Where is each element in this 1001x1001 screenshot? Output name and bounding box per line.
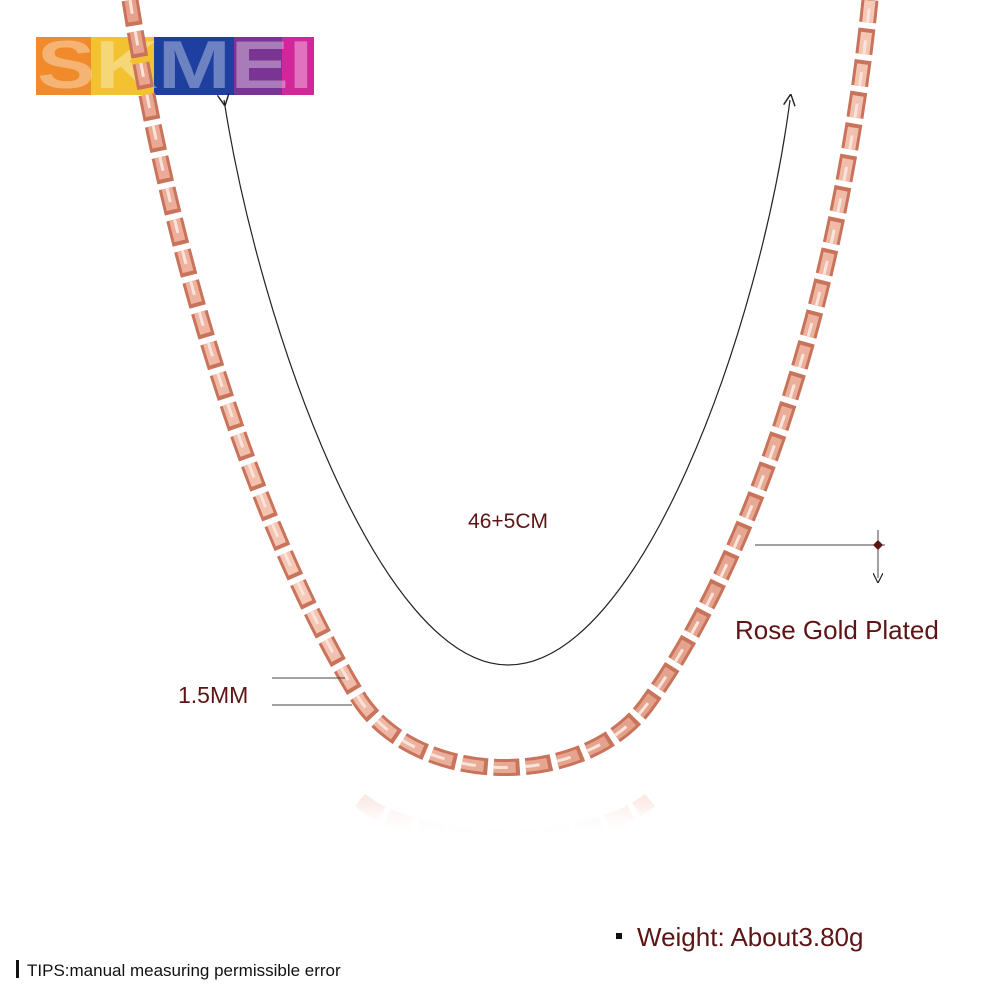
logo-text: SKMEI: [37, 27, 313, 103]
bullet: [616, 933, 622, 939]
pointer-dot: [873, 540, 883, 550]
tips: TIPS:manual measuring permissible error: [27, 961, 341, 980]
logo-block: [234, 37, 282, 95]
chain-links: [121, 0, 879, 776]
logo: SKMEI: [36, 27, 314, 103]
tips-bar: [16, 960, 19, 978]
width-label: 1.5MM: [178, 682, 248, 708]
chain-reflection: [354, 793, 656, 846]
chain-highlight: [128, 0, 872, 769]
length-label: 46+5CM: [468, 510, 548, 533]
logo-block: [282, 37, 314, 95]
chain-shine: [124, 0, 876, 773]
plating-label: Rose Gold Plated: [735, 615, 939, 645]
logo-block: [154, 37, 234, 95]
logo-block: [36, 37, 91, 95]
weight-label: Weight: About3.80g: [637, 922, 863, 952]
chain: [121, 0, 879, 846]
length-arc: [224, 100, 790, 666]
